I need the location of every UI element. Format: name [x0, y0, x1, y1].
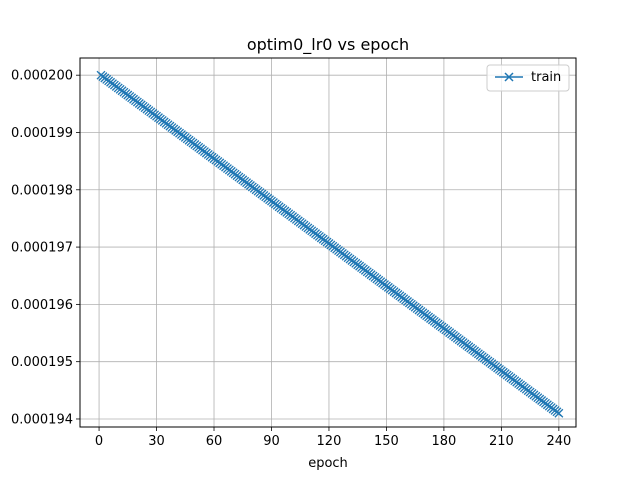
y-tick-label: 0.000199 — [11, 126, 73, 141]
x-axis-label: epoch — [308, 456, 348, 471]
data-point — [554, 408, 564, 418]
y-tick-label: 0.000197 — [11, 241, 73, 256]
y-tick-label: 0.000198 — [11, 183, 73, 198]
legend-label-train: train — [531, 70, 561, 85]
y-tick-label: 0.000196 — [11, 298, 73, 313]
x-tick-label: 210 — [489, 434, 514, 449]
chart-title: optim0_lr0 vs epoch — [247, 35, 409, 55]
plot-frame — [79, 57, 577, 428]
x-tick-label: 120 — [317, 434, 342, 449]
y-tick-label: 0.000195 — [11, 355, 73, 370]
legend-marker — [504, 72, 514, 82]
y-tick-label: 0.000194 — [11, 412, 73, 427]
x-tick-label: 60 — [206, 434, 223, 449]
x-tick-label: 150 — [374, 434, 399, 449]
series-markers-train — [96, 70, 564, 418]
x-tick-label: 90 — [263, 434, 280, 449]
x-tick-label: 180 — [431, 434, 456, 449]
y-tick-label: 0.000200 — [11, 69, 73, 84]
legend-box — [486, 64, 570, 92]
x-tick-label: 240 — [546, 434, 571, 449]
legend: train — [486, 64, 570, 92]
x-tick-label: 30 — [148, 434, 165, 449]
x-tick-label: 0 — [95, 434, 103, 449]
